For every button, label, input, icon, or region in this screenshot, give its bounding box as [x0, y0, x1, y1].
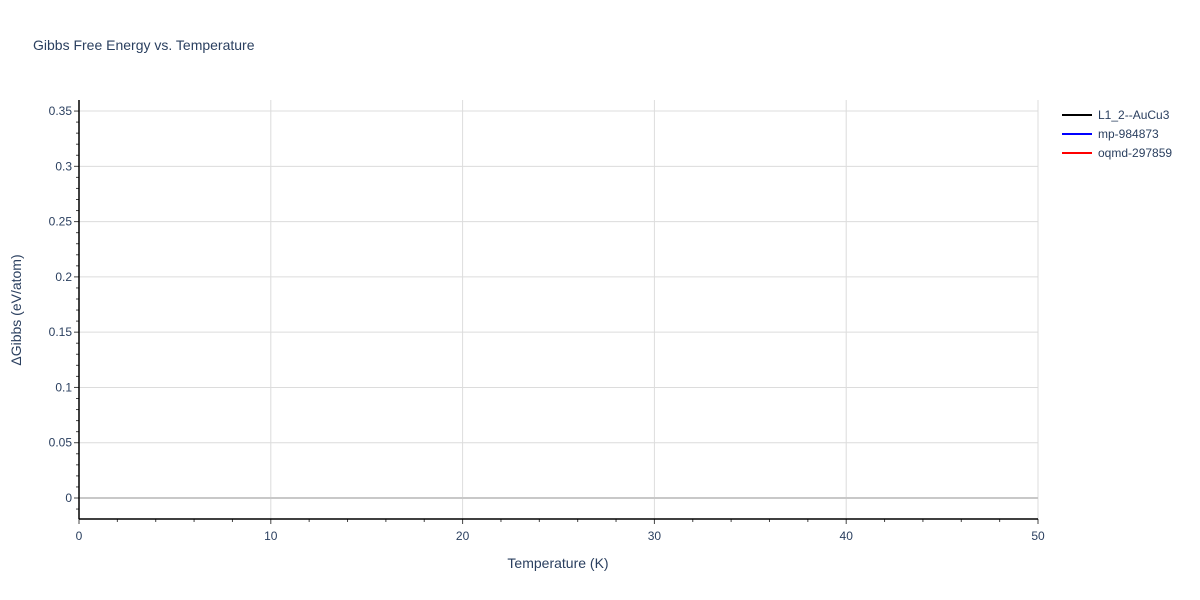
x-tick-label: 30 — [648, 529, 662, 543]
grid — [79, 100, 1039, 519]
legend-label: mp-984873 — [1098, 127, 1159, 141]
y-axis-label: ΔGibbs (eV/atom) — [8, 254, 24, 365]
legend-label: oqmd-297859 — [1098, 146, 1172, 160]
legend: L1_2--AuCu3 mp-984873 oqmd-297859 — [1062, 108, 1172, 160]
x-tick-label: 20 — [456, 529, 470, 543]
chart-title: Gibbs Free Energy vs. Temperature — [33, 37, 255, 53]
y-tick-label: 0.05 — [49, 436, 73, 450]
axes: 0 10 20 30 40 50 0 0.05 0.1 0.15 0.2 0.25 0.3 0.35 — [49, 100, 1045, 543]
y-tick-label: 0.25 — [49, 215, 73, 229]
y-tick-label: 0 — [65, 491, 72, 505]
y-tick-label: 0.3 — [55, 159, 72, 173]
x-tick-label: 50 — [1031, 529, 1045, 543]
x-tick-label: 10 — [264, 529, 278, 543]
y-tick-label: 0.35 — [49, 104, 73, 118]
y-tick-label: 0.15 — [49, 325, 73, 339]
x-tick-label: 0 — [76, 529, 83, 543]
legend-label: L1_2--AuCu3 — [1098, 108, 1170, 122]
y-tick-label: 0.1 — [55, 380, 72, 394]
x-axis-label: Temperature (K) — [507, 555, 608, 571]
x-tick-label: 40 — [840, 529, 854, 543]
y-tick-label: 0.2 — [55, 270, 72, 284]
